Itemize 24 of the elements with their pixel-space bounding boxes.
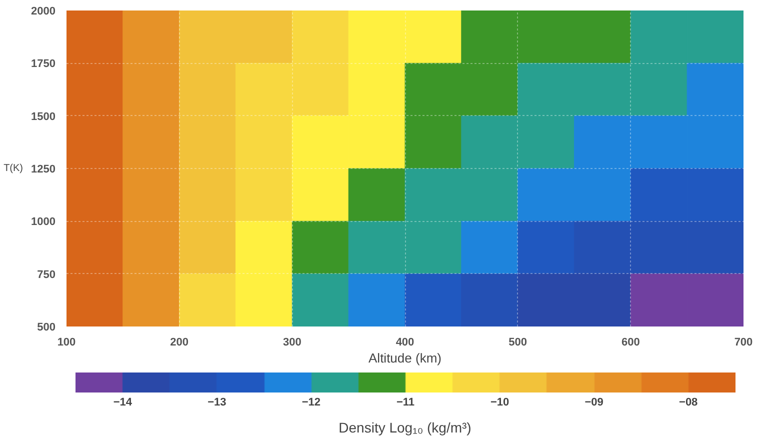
color-bar-label: −14: [113, 396, 133, 408]
y-tick-label: 1500: [31, 110, 56, 123]
color-bar-label: −11: [396, 396, 415, 408]
y-tick-label: 500: [37, 322, 56, 334]
y-tick-label: 1000: [31, 216, 56, 228]
x-axis-title: Altitude (km): [368, 350, 442, 366]
y-tick-label: 1750: [31, 58, 56, 70]
color-bar-title: Density Log₁₀ (kg/m³): [338, 420, 472, 436]
x-tick-label: 100: [57, 336, 76, 348]
y-tick-label: 750: [37, 268, 56, 281]
x-tick-label: 700: [734, 336, 753, 348]
x-tick-label: 300: [282, 336, 302, 348]
x-tick-label: 500: [508, 336, 528, 348]
color-bar-label: −10: [490, 396, 510, 408]
x-tick-label: 200: [170, 336, 189, 348]
x-tick-label: 400: [396, 336, 414, 348]
color-bar-label: −09: [584, 396, 604, 408]
y-tick-label: 2000: [31, 6, 56, 18]
y-axis-title: T(K): [4, 163, 24, 174]
y-tick-label: 1250: [31, 164, 56, 176]
color-bar-label: −08: [679, 396, 698, 408]
color-bar-label: −12: [302, 396, 321, 408]
x-tick-label: 600: [621, 336, 640, 348]
color-bar-label: −13: [208, 396, 226, 408]
